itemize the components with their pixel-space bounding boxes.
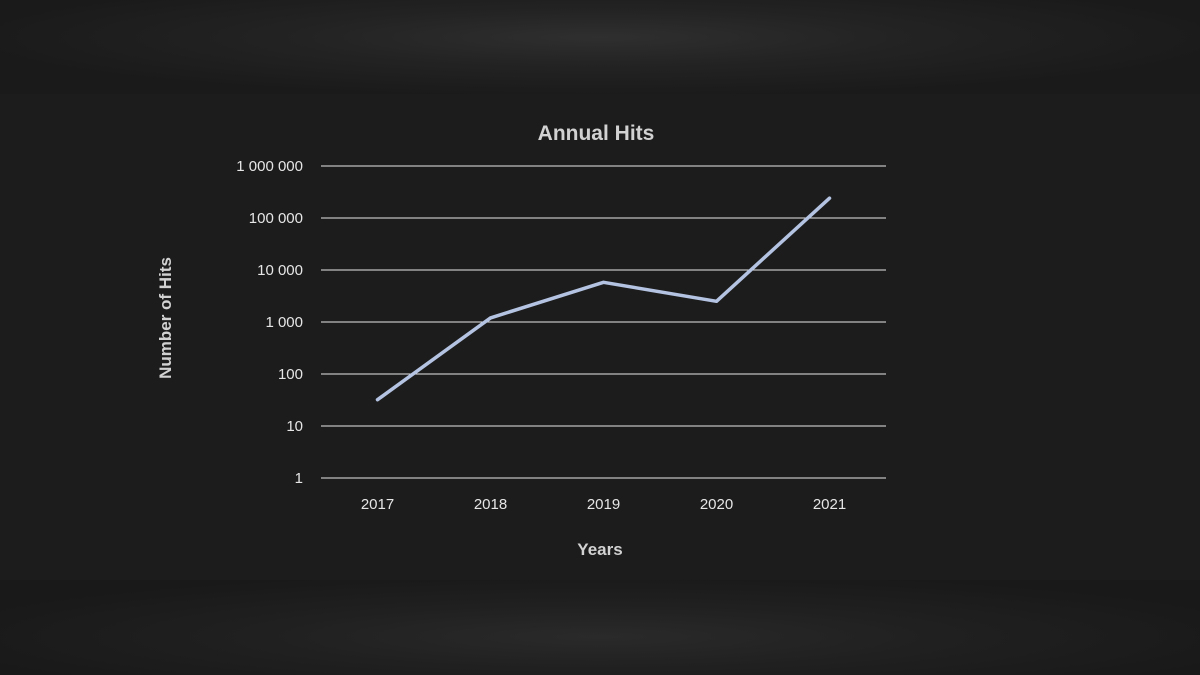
y-tick-label: 10 [286,418,303,435]
y-tick-label: 1 [295,470,303,487]
y-tick-label: 100 000 [249,210,303,227]
x-tick-label: 2020 [700,496,733,513]
x-tick-label: 2018 [474,496,507,513]
series-line-0 [375,196,832,402]
chart-title: Annual Hits [538,122,655,145]
x-axis-title: Years [577,540,622,559]
top-background-band [0,0,1200,94]
grid-lines [321,165,886,479]
y-tick-label: 1 000 [265,314,303,331]
x-tick-labels: 2017 2018 2019 2020 2021 [361,496,846,513]
bottom-background-band [0,580,1200,675]
y-axis-title: Number of Hits [156,257,175,379]
y-tick-labels: 1 10 100 1 000 10 000 100 000 1 000 000 [236,158,303,487]
y-tick-label: 10 000 [257,262,303,279]
y-tick-label: 1 000 000 [236,158,303,175]
x-tick-label: 2017 [361,496,394,513]
y-tick-label: 100 [278,366,303,383]
series-group [375,196,832,402]
x-tick-label: 2021 [813,496,846,513]
x-tick-label: 2019 [587,496,620,513]
chart-panel [0,94,1200,580]
